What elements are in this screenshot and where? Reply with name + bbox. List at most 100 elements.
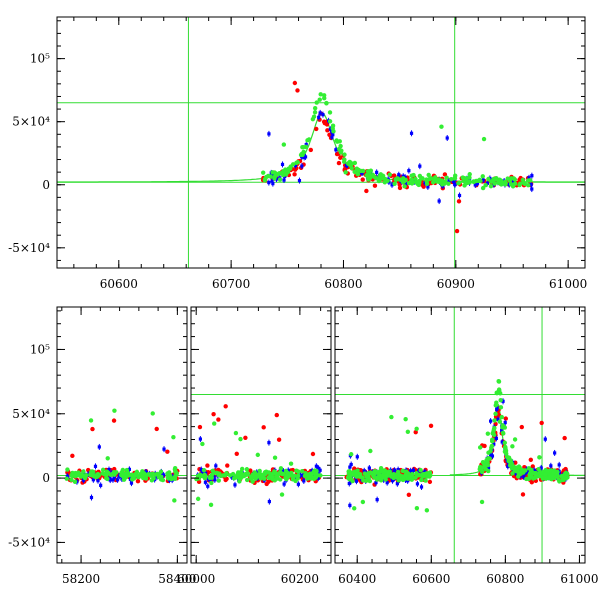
data-point: [194, 476, 199, 482]
data-point: [209, 480, 214, 486]
data-point: [88, 418, 94, 423]
plot-frame: [190, 306, 332, 564]
data-point: [453, 182, 457, 187]
data-point: [526, 182, 531, 188]
data-point: [314, 126, 319, 132]
data-point: [212, 421, 217, 426]
data-point: [397, 185, 403, 191]
data-point: [143, 476, 149, 481]
data-point: [112, 471, 118, 476]
data-point: [485, 431, 491, 436]
data-point: [530, 464, 535, 469]
data-point: [478, 464, 483, 470]
data-point: [159, 474, 164, 480]
data-point: [348, 503, 352, 508]
data-point: [368, 168, 374, 173]
data-point: [126, 473, 131, 478]
data-point: [292, 172, 297, 177]
data-point: [200, 470, 205, 474]
data-point: [392, 181, 397, 187]
data-point: [196, 479, 202, 485]
data-point: [423, 478, 428, 483]
data-point: [209, 478, 213, 482]
data-point: [489, 419, 493, 423]
data-point: [292, 80, 298, 86]
data-point: [244, 467, 250, 472]
data-point: [415, 482, 420, 486]
data-point: [348, 452, 354, 457]
data-point: [274, 412, 279, 418]
data-point: [255, 452, 261, 458]
data-point: [104, 469, 110, 474]
data-point: [492, 418, 497, 423]
data-point: [300, 468, 305, 474]
data-point: [355, 455, 359, 459]
data-point: [276, 437, 282, 442]
data-point: [243, 435, 248, 440]
data-point: [317, 115, 321, 119]
data-point: [93, 464, 98, 468]
data-point: [334, 151, 340, 157]
data-point: [378, 466, 384, 471]
data-point: [250, 479, 255, 484]
data-point: [292, 167, 298, 172]
data-point: [491, 176, 496, 182]
data-point: [158, 469, 164, 474]
data-point: [406, 180, 412, 186]
data-point: [347, 481, 351, 486]
data-point: [494, 436, 498, 440]
data-point: [385, 481, 389, 485]
panel-content: [57, 408, 187, 503]
x-tick-label: 60700: [212, 277, 250, 291]
data-point: [442, 181, 447, 186]
data-point: [405, 429, 411, 434]
y-tick-label: 10⁵: [30, 52, 50, 66]
data-point: [403, 175, 407, 179]
data-point: [280, 162, 285, 167]
data-point: [424, 508, 430, 513]
data-point: [281, 471, 286, 477]
data-point: [367, 466, 371, 470]
data-point: [294, 160, 299, 165]
data-point: [224, 476, 229, 482]
data-point: [354, 479, 359, 483]
data-point: [498, 405, 504, 410]
data-point: [198, 472, 203, 478]
panel-content: [57, 17, 585, 268]
data-point: [446, 181, 451, 186]
data-point: [172, 476, 178, 481]
data-point: [421, 471, 426, 477]
data-point: [263, 174, 269, 180]
data-point: [342, 152, 347, 157]
data-point: [334, 138, 339, 143]
data-point: [216, 473, 222, 478]
data-point: [76, 470, 81, 475]
data-point: [467, 172, 472, 177]
data-point: [203, 480, 208, 484]
data-point: [355, 468, 360, 473]
data-point: [257, 468, 262, 474]
data-point: [91, 478, 95, 482]
data-point: [442, 172, 448, 177]
data-point: [488, 453, 493, 457]
data-point: [491, 427, 497, 432]
data-point: [543, 437, 547, 441]
data-point: [276, 171, 281, 177]
data-point: [445, 136, 449, 140]
data-point: [107, 467, 111, 472]
data-point: [198, 437, 202, 441]
data-point: [517, 182, 522, 188]
data-point: [481, 136, 487, 142]
data-point: [305, 138, 310, 143]
data-point: [374, 480, 378, 485]
data-point: [260, 170, 266, 175]
data-point: [539, 420, 544, 426]
data-point: [324, 122, 330, 127]
series-3: [194, 421, 323, 508]
data-point: [70, 453, 75, 459]
data-point: [230, 475, 234, 479]
data-point: [503, 446, 508, 451]
data-point: [419, 477, 424, 483]
data-point: [492, 442, 496, 446]
x-tick-label: 60800: [486, 572, 524, 586]
